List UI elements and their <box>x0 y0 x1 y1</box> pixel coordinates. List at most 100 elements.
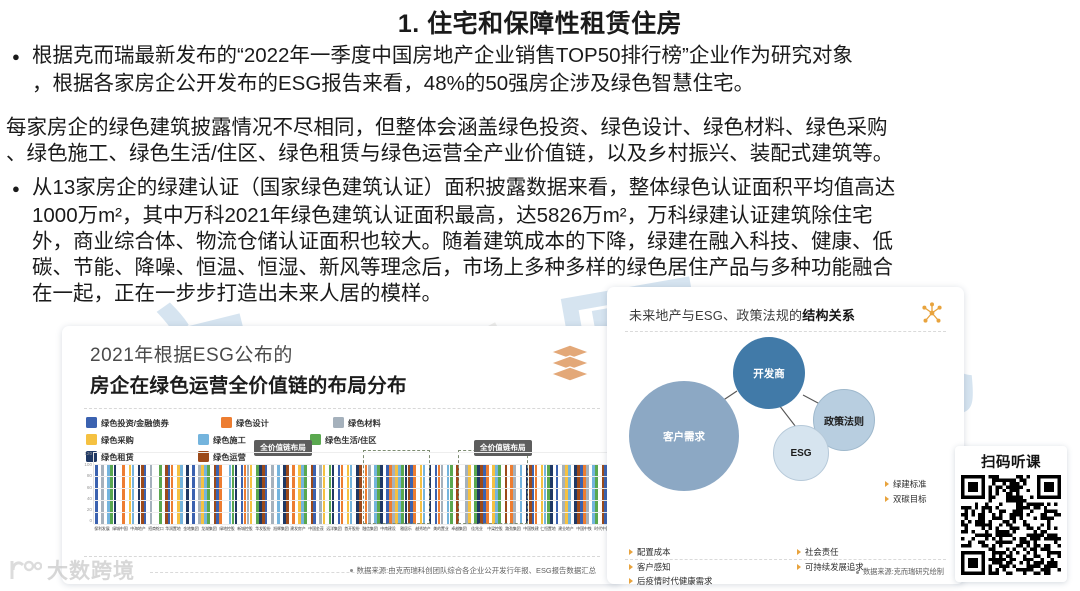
bar <box>595 464 599 524</box>
bar <box>128 464 132 524</box>
legend-item-绿色生活/住区[interactable]: 绿色生活/住区 <box>310 431 445 448</box>
bar <box>270 464 274 524</box>
bar <box>377 464 380 524</box>
bubble-developer[interactable]: 开发商 <box>733 337 805 409</box>
bar <box>449 464 453 524</box>
bar-chart-plot: 120 100 80 60 40 20 0 全价值链布局 全价值链布局 保利发展 绿城中国 中海… <box>72 440 799 538</box>
bar <box>240 464 244 524</box>
bar <box>249 464 253 524</box>
gridline <box>94 500 611 501</box>
legend-label: 绿色施工 <box>213 435 246 445</box>
bar <box>577 464 580 524</box>
legend-item-绿色投资/金融债券[interactable]: 绿色投资/金融债券 <box>86 414 221 431</box>
x-tick-label: 中国中铁 <box>576 526 592 532</box>
bar <box>410 464 413 524</box>
paragraph-1-line-1: 根据克而瑞最新发布的“2022年一季度中国房地产企业销售TOP50排行榜”企业作… <box>32 44 853 67</box>
x-tick-label: 保利发展 <box>94 526 110 532</box>
legend-item-绿色租赁[interactable]: 绿色租赁 <box>86 448 198 465</box>
legend-item-绿色施工[interactable]: 绿色施工 <box>198 431 310 448</box>
bubble-customer-demand[interactable]: 客户需求 <box>629 381 739 491</box>
legend-label: 绿色投资/金融债券 <box>101 418 169 428</box>
bullet-spacer <box>6 203 32 229</box>
legend-swatch <box>310 434 321 445</box>
bar-group <box>507 452 532 524</box>
bar-group <box>386 452 411 524</box>
y-tick-0: 0 <box>89 518 92 524</box>
legend-label: 绿色采购 <box>101 435 134 445</box>
bullet-marker: ● <box>12 181 20 196</box>
bar <box>580 464 583 524</box>
left-card-footnote: 数据来源:由克而瑞科创团队综合各企业公开发行年报、ESG报告数据汇总 <box>349 565 596 576</box>
bullet-spacer <box>6 229 32 255</box>
bar <box>367 464 371 524</box>
bar <box>234 464 238 524</box>
x-tick-label: 卓越集团 <box>451 526 467 532</box>
bar <box>95 464 98 524</box>
y-tick-60: 60 <box>86 484 92 490</box>
bar <box>419 464 423 524</box>
triangle-bullet-icon <box>885 495 889 502</box>
chart-legend: 绿色投资/金融债券 绿色设计 绿色材料绿色采购 绿色施工 绿色生活/住区绿色租赁 绿色运营 <box>86 414 516 465</box>
gridline <box>94 488 611 489</box>
bullet-dot-icon <box>855 570 859 574</box>
x-tick-label: 华润置地 <box>165 526 182 532</box>
bar <box>407 464 411 524</box>
x-tick-label: 中梁控股 <box>487 526 503 532</box>
list-item-label: 双碳目标 <box>893 493 927 504</box>
legend-swatch <box>86 451 97 462</box>
bar <box>243 464 247 524</box>
legend-item-绿色运营[interactable]: 绿色运营 <box>198 448 310 465</box>
bar <box>201 464 204 524</box>
bar <box>492 464 495 524</box>
bar <box>386 464 389 524</box>
divider <box>150 572 420 573</box>
divider <box>84 408 600 409</box>
bar <box>167 464 171 524</box>
bar <box>604 464 607 524</box>
bar <box>392 464 395 524</box>
bar <box>262 464 265 524</box>
right-card-footnote: 数据来源:克而瑞研究绘制 <box>855 567 944 577</box>
bar <box>574 464 577 524</box>
divider <box>625 559 946 560</box>
right-card-title: 未来地产与ESG、政策法规的结构关系 <box>629 305 855 324</box>
y-tick-80: 80 <box>86 473 92 479</box>
bar <box>437 464 441 524</box>
bar <box>543 464 547 524</box>
bar <box>213 464 217 524</box>
legend-swatch <box>198 451 209 462</box>
bar <box>428 464 432 524</box>
list-item: 客户感知 <box>629 560 712 575</box>
bar <box>204 464 207 524</box>
paragraph-3-line-2: 1000万m²，其中万科2021年绿色建筑认证面积最高，达5826万m²，万科绿… <box>32 204 873 227</box>
y-tick-120: 120 <box>84 451 92 456</box>
legend-item-绿色设计[interactable]: 绿色设计 <box>221 414 333 431</box>
left-card-footnote-text: 数据来源:由克而瑞科创团队综合各企业公开发行年报、ESG报告数据汇总 <box>356 566 596 575</box>
bar <box>246 464 250 524</box>
bar <box>528 464 532 524</box>
legend-label: 绿色材料 <box>348 418 381 428</box>
bar <box>389 464 392 524</box>
bar <box>143 464 147 524</box>
bar-group <box>216 452 240 524</box>
y-axis: 120 100 80 60 40 20 0 <box>72 451 92 524</box>
legend-swatch <box>221 417 232 428</box>
bar-group <box>531 452 556 524</box>
qr-promo-card[interactable]: 扫码听课 <box>955 446 1067 582</box>
brand-logo: 大数跨境 <box>8 555 135 585</box>
bubble-esg[interactable]: ESG <box>773 425 829 481</box>
bar <box>477 464 480 524</box>
bar <box>565 464 568 524</box>
triangle-bullet-icon <box>629 578 633 585</box>
paragraph-3-line-4: 碳、节能、降噪、恒温、恒湿、新风等理念后，市场上多种多样的绿色居住产品与多种功能… <box>32 256 893 279</box>
bar <box>483 464 486 524</box>
bar <box>140 464 144 524</box>
bar <box>546 464 550 524</box>
list-item-label: 客户感知 <box>637 561 671 572</box>
legend-item-绿色材料[interactable]: 绿色材料 <box>333 414 445 431</box>
bar <box>531 464 535 524</box>
bar <box>192 464 195 524</box>
legend-item-绿色采购[interactable]: 绿色采购 <box>86 431 198 448</box>
bar <box>486 464 489 524</box>
bar-group <box>483 452 508 524</box>
